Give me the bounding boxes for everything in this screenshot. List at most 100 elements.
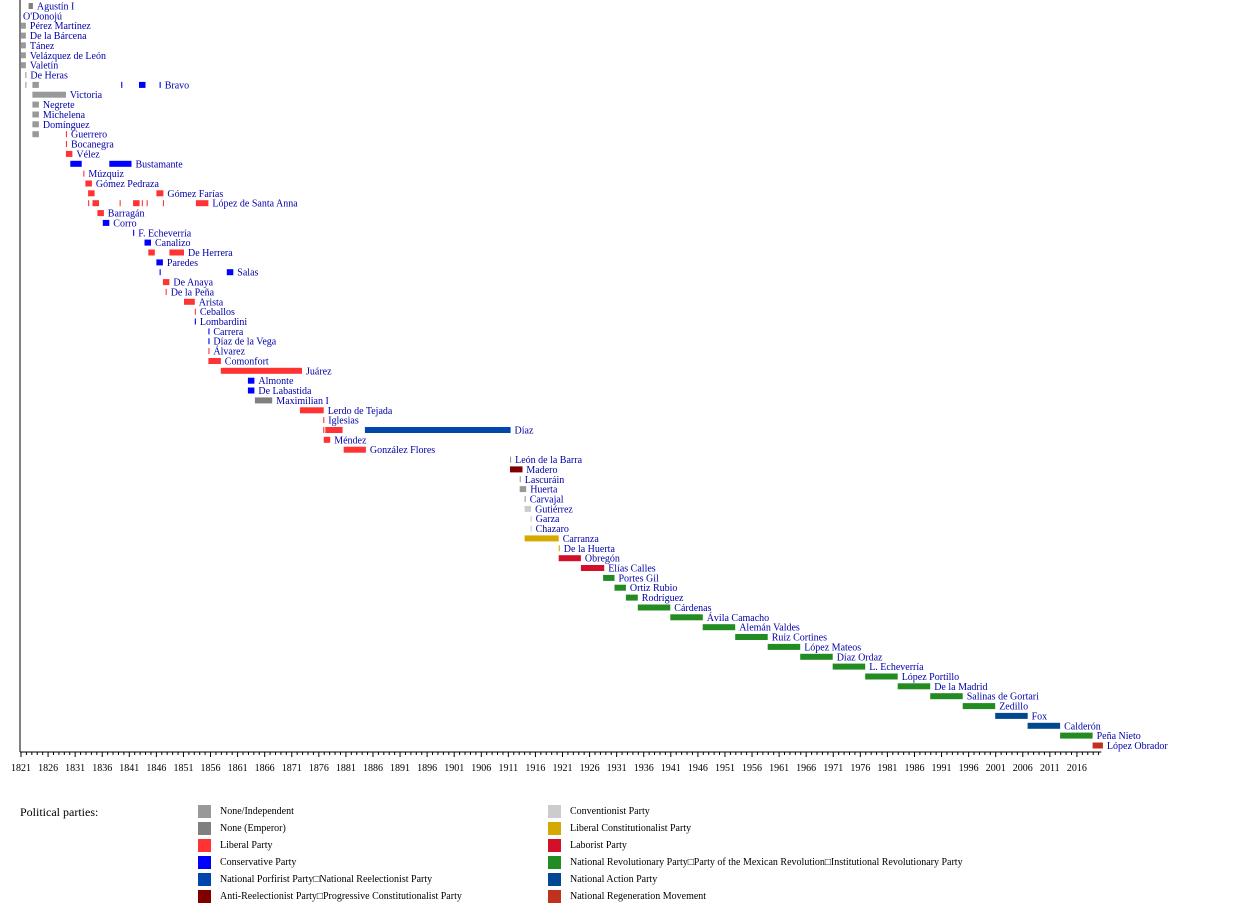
legend-swatch xyxy=(548,839,561,852)
term-bar xyxy=(343,446,366,453)
term-bar xyxy=(208,348,210,355)
x-tick-label: 2006 xyxy=(1013,763,1033,774)
term-bar xyxy=(70,160,82,167)
term-bar xyxy=(323,427,325,433)
legend-swatch xyxy=(198,805,211,818)
term-bar xyxy=(165,288,167,295)
term-bar xyxy=(524,496,526,502)
president-label: Pérez Martínez xyxy=(30,21,91,32)
x-tick-label: 1926 xyxy=(580,763,600,774)
term-bar xyxy=(637,604,671,611)
term-bar xyxy=(141,200,143,207)
term-bar xyxy=(524,535,559,542)
legend-label: National Revolutionary Party□Party of th… xyxy=(570,857,963,868)
x-tick-label: 1981 xyxy=(877,763,897,774)
president-label: León de la Barra xyxy=(515,455,582,466)
term-bar xyxy=(897,683,931,690)
president-label: Madero xyxy=(526,465,557,476)
x-tick-label: 1921 xyxy=(553,763,573,774)
x-tick-label: 1941 xyxy=(661,763,681,774)
president-label: Gutiérrez xyxy=(535,504,573,515)
term-bar xyxy=(208,338,210,345)
president-label: O'Donojú xyxy=(23,11,62,22)
term-bar xyxy=(32,111,39,118)
term-bar xyxy=(32,101,39,108)
president-label: Salas xyxy=(237,268,258,279)
president-label: Calderón xyxy=(1064,721,1101,732)
president-label: Lerdo de Tejada xyxy=(328,406,393,417)
president-label: Lombardini xyxy=(200,317,247,328)
term-bar xyxy=(254,397,273,404)
term-bar xyxy=(32,91,66,98)
president-label: Huerta xyxy=(530,485,558,496)
president-label: Lascuráin xyxy=(525,475,564,486)
president-label: De la Madrid xyxy=(934,682,987,693)
president-label: Peña Nieto xyxy=(1097,731,1141,742)
x-tick-label: 1961 xyxy=(769,763,789,774)
president-label: Portes Gil xyxy=(619,573,660,584)
president-label: Arista xyxy=(199,297,224,308)
president-label: Carranza xyxy=(563,534,600,545)
x-tick-label: 1966 xyxy=(796,763,816,774)
term-bar xyxy=(148,249,155,256)
president-label: Gómez Pedraza xyxy=(96,179,160,190)
president-label: Salinas de Gortari xyxy=(967,692,1039,703)
term-bar xyxy=(323,417,325,424)
x-tick-label: 1936 xyxy=(634,763,654,774)
president-label: Carvajal xyxy=(530,495,564,506)
term-bar xyxy=(92,200,99,207)
term-bar xyxy=(119,200,121,207)
legend-swatch xyxy=(548,805,561,818)
legend-item: Laborist Party xyxy=(548,837,963,854)
legend-label: Anti-Reelectionist Party□Progressive Con… xyxy=(220,891,462,902)
term-bar xyxy=(603,574,615,581)
term-bar xyxy=(133,200,140,207)
president-label: F. Echeverría xyxy=(138,228,192,239)
president-label: Barragán xyxy=(108,209,145,220)
x-tick-label: 1846 xyxy=(146,763,166,774)
term-bar xyxy=(735,634,768,640)
legend-label: National Porfirist Party□National Reelec… xyxy=(220,874,433,885)
president-label: Ávila Camacho xyxy=(707,612,769,624)
term-bar xyxy=(83,170,85,177)
legend-label: Liberal Constitutionalist Party xyxy=(570,823,692,834)
president-label: L. Echeverría xyxy=(869,662,924,673)
term-bar xyxy=(32,131,39,138)
term-bar xyxy=(21,62,26,69)
legend-label: Liberal Party xyxy=(220,840,273,851)
legend-item: National Revolutionary Party□Party of th… xyxy=(548,854,963,871)
term-bar xyxy=(323,436,331,443)
term-bar xyxy=(995,712,1028,719)
president-label: López Mateos xyxy=(804,642,861,653)
president-label: Bustamante xyxy=(136,159,184,170)
term-bar xyxy=(962,703,996,710)
term-bar xyxy=(510,456,512,463)
term-bar xyxy=(247,377,255,384)
term-bar xyxy=(32,81,39,88)
president-label: López Obrador xyxy=(1107,741,1168,752)
term-bar xyxy=(159,81,161,88)
x-tick-label: 1991 xyxy=(932,763,952,774)
term-bar xyxy=(558,555,581,562)
legend-swatch xyxy=(548,856,561,869)
president-label: López Portillo xyxy=(902,672,960,683)
x-tick-label: 1906 xyxy=(471,763,491,774)
president-label: Almonte xyxy=(258,376,294,387)
term-bar xyxy=(121,81,123,88)
term-bar xyxy=(1027,722,1061,729)
term-bar xyxy=(670,614,703,621)
term-bar xyxy=(208,358,221,364)
term-bar xyxy=(88,200,90,207)
president-label: López de Santa Anna xyxy=(212,199,298,210)
term-bar xyxy=(65,150,73,157)
x-tick-label: 1886 xyxy=(363,763,383,774)
term-bar xyxy=(767,643,801,650)
term-bar xyxy=(220,367,302,374)
x-tick-label: 1836 xyxy=(92,763,112,774)
term-bar xyxy=(800,653,833,660)
term-bar xyxy=(364,427,511,433)
president-label: Agustín I xyxy=(37,2,75,13)
x-tick-label: 1911 xyxy=(499,763,519,774)
term-bar xyxy=(159,269,161,276)
term-bar xyxy=(524,505,532,512)
